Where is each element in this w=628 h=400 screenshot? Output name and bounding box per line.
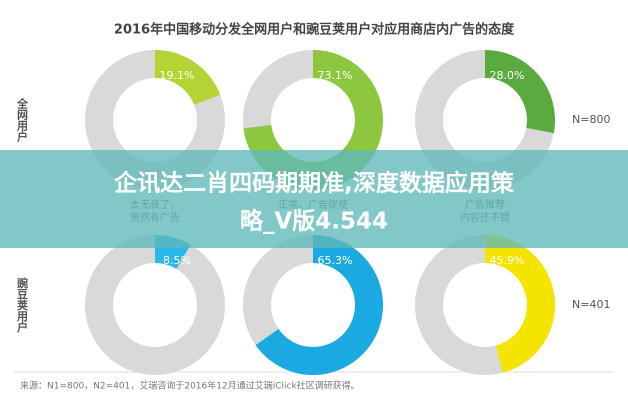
- value-label: 28.0%: [490, 69, 525, 82]
- donut-segment: [155, 50, 221, 105]
- overlay-banner: [0, 150, 628, 248]
- chart-title: 2016年中国移动分发全网用户和豌豆荚用户对应用商店内广告的态度: [114, 22, 515, 38]
- sample-note: N=800: [572, 113, 610, 126]
- donut-segment: [485, 235, 555, 373]
- overlay-text: 企讯达二肖四码期期准,深度数据应用策: [113, 170, 515, 197]
- sample-note: N=401: [572, 298, 610, 311]
- value-label: 73.1%: [318, 69, 353, 82]
- overlay-text: 略_V版4.544: [240, 208, 388, 235]
- value-label: 45.9%: [490, 254, 525, 267]
- source: 来源：N1=800，N2=401，艾瑞咨询于2016年12月通过艾瑞iClick…: [20, 380, 360, 392]
- row-label: 全网用户: [16, 97, 30, 143]
- value-label: 19.1%: [160, 69, 195, 82]
- value-label: 8.5%: [163, 254, 191, 267]
- donut-segment: [485, 50, 556, 134]
- value-label: 65.3%: [318, 254, 353, 267]
- row-label: 豌豆荚用户: [16, 276, 29, 333]
- donut-segment: [255, 235, 383, 376]
